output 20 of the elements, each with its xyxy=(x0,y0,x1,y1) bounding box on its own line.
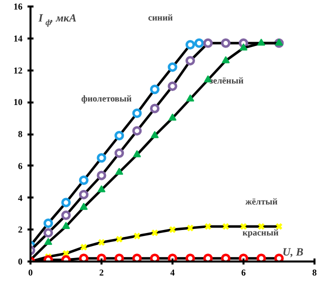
y-tick-label: 8 xyxy=(18,129,23,139)
y-tick-label: 10 xyxy=(14,97,23,108)
x-axis-title: U, В xyxy=(282,246,304,259)
x-tick-label: 2 xyxy=(99,268,104,278)
annotation: зелёный xyxy=(209,76,244,86)
x-tick-label: 6 xyxy=(241,268,246,278)
y-tick-label: 12 xyxy=(14,65,23,76)
y-tick-label: 0 xyxy=(18,256,23,266)
x-tick-label: 8 xyxy=(312,268,318,278)
y-tick-label: 14 xyxy=(14,33,23,44)
y-tick-label: 16 xyxy=(14,2,23,12)
y-tick-label: 4 xyxy=(18,192,23,203)
annotation: жёлтый xyxy=(245,196,278,206)
annotation: красный xyxy=(242,228,279,238)
annotation: фиолетовый xyxy=(81,94,132,104)
y-tick-label: 6 xyxy=(18,160,23,171)
x-tick-label: 4 xyxy=(170,268,176,278)
annotation: синий xyxy=(148,12,173,22)
x-tick-label: 0 xyxy=(28,268,34,278)
y-tick-label: 2 xyxy=(18,224,23,235)
